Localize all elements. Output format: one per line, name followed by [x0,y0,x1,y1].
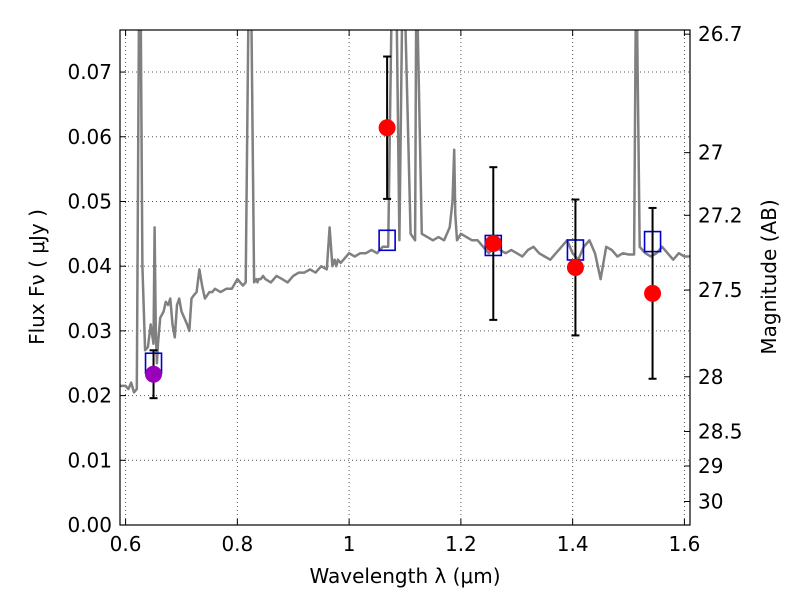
y-tick-label: 0.05 [67,189,112,213]
observed-point [566,258,584,276]
plot-area [120,30,690,400]
y-tick-label: 0.02 [67,384,112,408]
x-axis-label: Wavelength λ (μm) [309,564,500,588]
grid-lines [120,30,690,525]
x-axis-ticks: 0.6 0.8 1 1.2 1.4 1.6 [110,30,701,556]
x-tick-label: 0.8 [221,532,253,556]
spectrum-line [120,30,690,394]
right-tick-label: 27.2 [698,203,743,227]
x-tick-label: 1.2 [445,532,477,556]
y-axis-ticks: 0.00 0.01 0.02 0.03 0.04 0.05 0.06 0.07 [67,60,126,537]
y-axis-label: Flux Fν ( μJy ) [25,209,49,345]
right-tick-label: 27.5 [698,278,743,302]
model-square-marker [378,229,396,252]
observed-point [145,365,163,383]
y-tick-label: 0.06 [67,125,112,149]
right-tick-label: 28 [698,365,723,389]
x-tick-label: 1.4 [557,532,589,556]
x-tick-label: 1 [343,532,356,556]
observed-point [378,119,396,137]
x-tick-label: 0.6 [110,532,142,556]
y-tick-label: 0.07 [67,60,112,84]
y-tick-label: 0.03 [67,319,112,343]
y-tick-label: 0.04 [67,254,112,278]
y-tick-label: 0.01 [67,448,112,472]
right-tick-label: 28.5 [698,419,743,443]
right-axis-label: Magnitude (AB) [757,199,781,354]
right-tick-label: 26.7 [698,22,743,46]
x-tick-label: 1.6 [669,532,701,556]
observed-point [644,284,662,302]
right-tick-label: 29 [698,454,723,478]
right-tick-label: 30 [698,490,723,514]
right-tick-label: 27 [698,141,723,165]
right-axis-ticks: 26.7 27 27.2 27.5 28 28.5 29 30 [684,22,743,514]
observed-point [484,235,502,253]
plot-frame [119,29,691,526]
y-tick-label: 0.00 [67,513,112,537]
